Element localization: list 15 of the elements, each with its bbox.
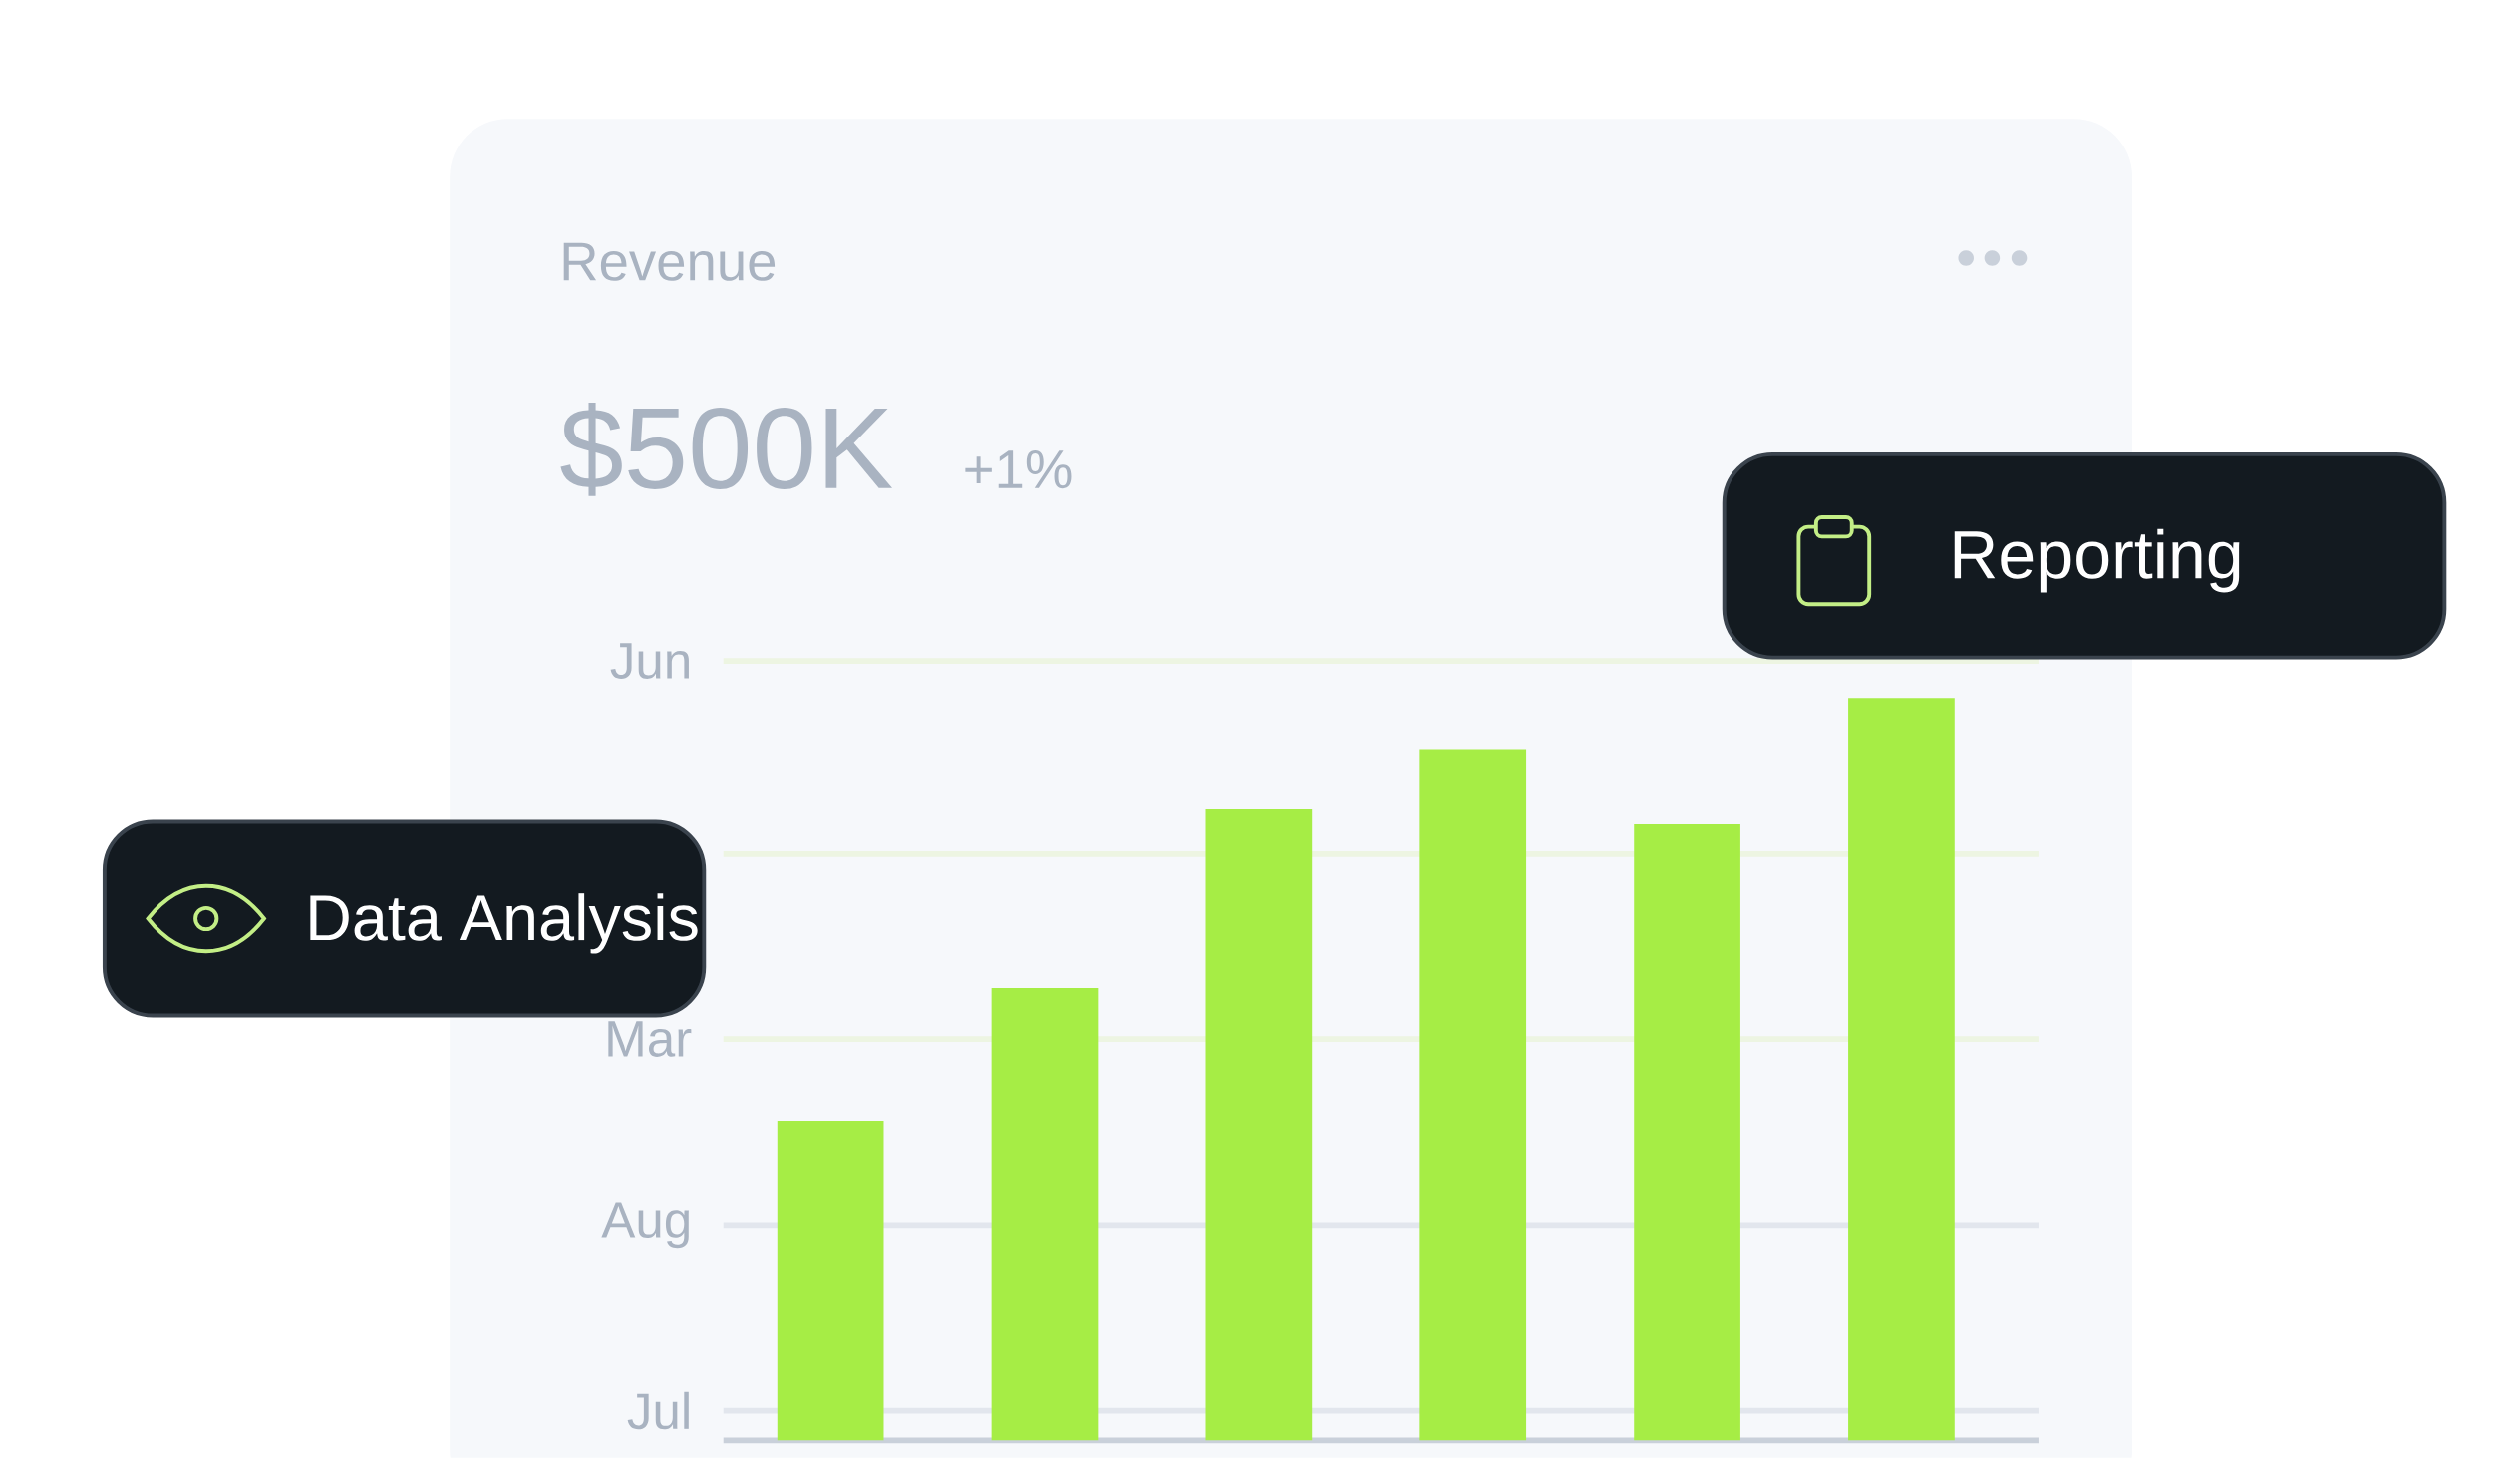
bar bbox=[1634, 824, 1740, 1441]
ref-line-label: Mar bbox=[608, 1021, 692, 1057]
chart-subtitle: $500K bbox=[560, 403, 893, 496]
bar bbox=[1205, 809, 1313, 1441]
text: Reporting bbox=[1954, 528, 2240, 593]
text: Data Analysis bbox=[310, 893, 698, 954]
bar bbox=[991, 988, 1099, 1441]
bar bbox=[777, 1121, 884, 1441]
chart-title: Revenue bbox=[563, 242, 776, 281]
ref-line-label: Jun bbox=[610, 643, 689, 680]
ref-line-label: Jul bbox=[627, 1391, 689, 1430]
text: +1% bbox=[965, 450, 1072, 489]
bar bbox=[1419, 749, 1527, 1441]
bar bbox=[1848, 698, 1955, 1441]
ref-line-label: Aug bbox=[601, 1202, 689, 1249]
